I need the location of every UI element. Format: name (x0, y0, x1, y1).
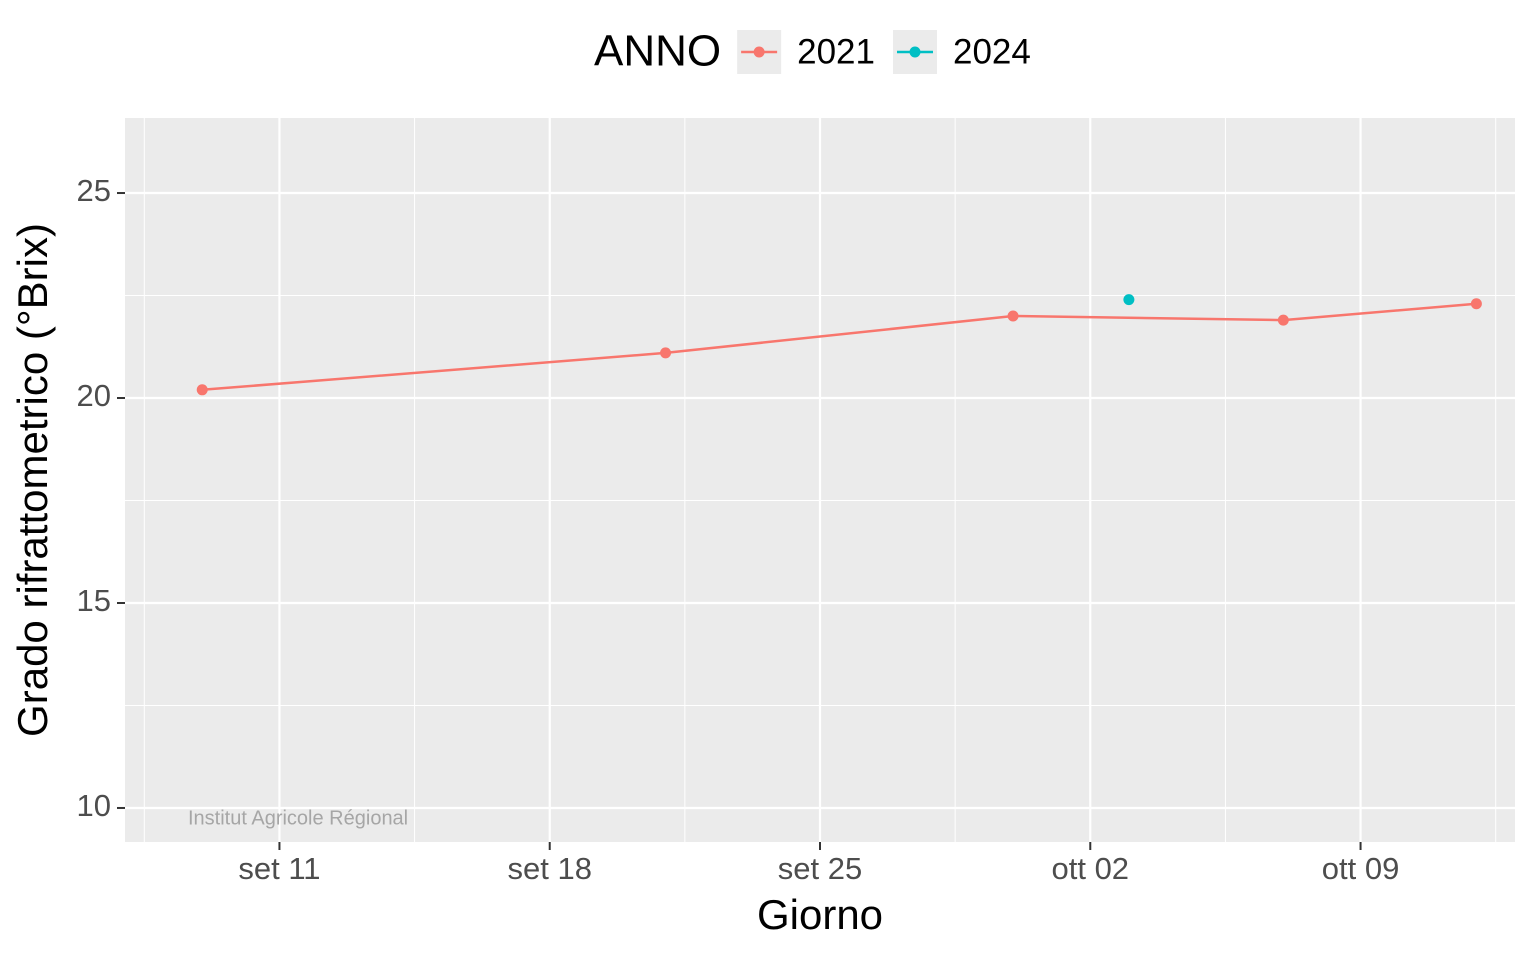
point (1123, 294, 1135, 306)
legend-point (753, 46, 765, 58)
grid (125, 118, 1515, 842)
legend-label: 2021 (797, 32, 875, 71)
x-tick-label: set 18 (507, 851, 591, 886)
x-tick-label: set 25 (778, 851, 862, 886)
legend-title: ANNO (594, 27, 721, 76)
point (1277, 314, 1289, 326)
y-tick-label: 15 (77, 583, 111, 618)
legend-label: 2024 (953, 32, 1031, 71)
marks (196, 294, 1482, 396)
point (1007, 310, 1019, 322)
y-tick-label: 25 (77, 173, 111, 208)
annotation: Institut Agricole Régional (188, 807, 408, 829)
y-tick-label: 10 (77, 788, 111, 823)
x-tick-label: ott 09 (1322, 851, 1400, 886)
y-axis-title: Grado rifrattometrico (°Brix) (9, 223, 56, 737)
y-tick-label: 20 (77, 378, 111, 413)
point (660, 347, 672, 359)
point (196, 384, 208, 396)
x-axis-title: Giorno (757, 891, 883, 938)
point (1470, 298, 1482, 310)
x-tick-label: set 11 (238, 851, 320, 886)
legend-point (909, 46, 921, 58)
x-tick-label: ott 02 (1051, 851, 1129, 886)
